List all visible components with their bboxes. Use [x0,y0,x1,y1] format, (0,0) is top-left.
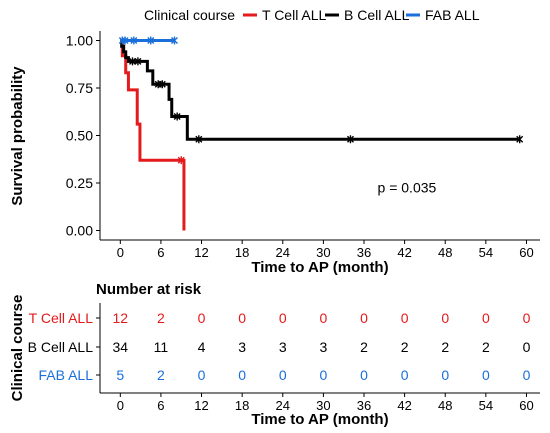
km-x-tick-label: 12 [194,245,208,260]
risk-table-title: Number at risk [96,281,202,298]
risk-count: 0 [482,367,490,383]
risk-x-tick-label: 6 [157,398,164,413]
risk-count: 0 [238,310,246,326]
risk-count: 0 [279,367,287,383]
risk-x-tick-label: 60 [519,398,533,413]
risk-rows: T Cell ALL 12 2 0 0 0 0 0 0 0 0 0 B Cell ALL 34 11 4 3 3 3… [28,310,531,383]
risk-x-tick-label: 42 [397,398,411,413]
risk-count: 0 [482,310,490,326]
legend-title: Clinical course [144,7,235,23]
risk-count: 4 [198,339,206,355]
risk-count: 2 [441,339,449,355]
risk-count: 12 [113,310,129,326]
risk-x-tick-label: 36 [357,398,371,413]
censor-mark [173,112,181,121]
km-x-tick-label: 54 [479,245,493,260]
km-y-tick-label: 0.00 [66,223,93,239]
risk-x-tick-label: 54 [479,398,493,413]
risk-row-label: T Cell ALL [29,310,94,326]
censor-mark [128,57,136,66]
censor-mark [158,80,166,89]
risk-count: 0 [198,367,206,383]
risk-count: 0 [523,367,531,383]
risk-count: 3 [279,339,287,355]
km-x-tick-label: 24 [276,245,290,260]
km-y-axis-label: Survival probability [9,66,26,206]
p-value-annotation: p = 0.035 [378,180,437,196]
risk-count: 3 [319,339,327,355]
risk-count: 0 [401,310,409,326]
km-x-tick-label: 42 [397,245,411,260]
km-x-ticks: 0 6 12 18 24 30 36 42 48 54 60 [117,240,534,260]
km-curves [118,36,524,231]
risk-count: 0 [319,367,327,383]
legend-label-fab: FAB ALL [425,7,480,23]
censor-mark [130,36,138,45]
risk-x-ticks: 0 6 12 18 24 30 36 42 48 54 60 [117,393,534,413]
risk-x-tick-label: 12 [194,398,208,413]
censor-mark [134,57,142,66]
risk-count: 2 [401,339,409,355]
risk-count: 2 [157,310,165,326]
risk-x-tick-label: 30 [316,398,330,413]
km-x-tick-label: 0 [117,245,124,260]
risk-count: 2 [482,339,490,355]
risk-count: 3 [238,339,246,355]
risk-count: 11 [154,339,169,355]
risk-row-label: B Cell ALL [28,339,94,355]
risk-count: 0 [441,310,449,326]
risk-count: 34 [113,339,129,355]
legend-label-t-cell: T Cell ALL [262,7,327,23]
risk-x-tick-label: 24 [276,398,290,413]
censor-mark [177,156,185,165]
censor-mark [170,36,178,45]
km-plot: 0.00 0.25 0.50 0.75 1.00 0 6 12 18 24 30 36 42 48 54 6… [66,31,540,260]
km-y-tick-label: 1.00 [66,33,93,49]
censor-mark [121,36,129,45]
risk-count: 0 [238,367,246,383]
km-curve-b-cell-all [120,39,520,141]
km-x-tick-label: 36 [357,245,371,260]
risk-count: 0 [441,367,449,383]
risk-x-tick-label: 0 [117,398,124,413]
risk-count: 0 [523,310,531,326]
risk-x-tick-label: 18 [235,398,249,413]
risk-count: 0 [360,367,368,383]
censor-mark [147,36,155,45]
km-x-tick-label: 6 [157,245,164,260]
km-x-tick-label: 30 [316,245,330,260]
km-x-tick-label: 60 [519,245,533,260]
censor-mark [346,135,354,144]
km-x-axis-label: Time to AP (month) [251,259,388,276]
km-x-tick-label: 48 [438,245,452,260]
censor-mark [516,135,524,144]
legend: Clinical course T Cell ALL B Cell ALL FA… [144,7,480,23]
km-curve-t-cell-all [120,39,186,231]
risk-count: 0 [401,367,409,383]
censor-mark [195,135,203,144]
risk-row-label: FAB ALL [39,367,94,383]
km-y-tick-label: 0.25 [66,175,93,191]
risk-table: Number at risk T Cell ALL 12 2 0 0 0 0 0 0 0 0 0 B C… [28,281,540,413]
risk-x-tick-label: 48 [438,398,452,413]
risk-count: 0 [319,310,327,326]
risk-count: 2 [360,339,368,355]
km-y-tick-label: 0.75 [66,80,93,96]
risk-count: 0 [198,310,206,326]
risk-count: 0 [360,310,368,326]
risk-x-axis-label: Time to AP (month) [251,411,388,428]
km-y-ticks: 0.00 0.25 0.50 0.75 1.00 [66,33,100,239]
km-y-tick-label: 0.50 [66,128,93,144]
risk-count: 2 [157,367,165,383]
km-x-tick-label: 18 [235,245,249,260]
risk-count: 0 [523,339,531,355]
risk-count: 0 [279,310,287,326]
risk-count: 5 [116,367,124,383]
risk-y-axis-label: Clinical course [9,295,26,402]
legend-label-b-cell: B Cell ALL [344,7,410,23]
